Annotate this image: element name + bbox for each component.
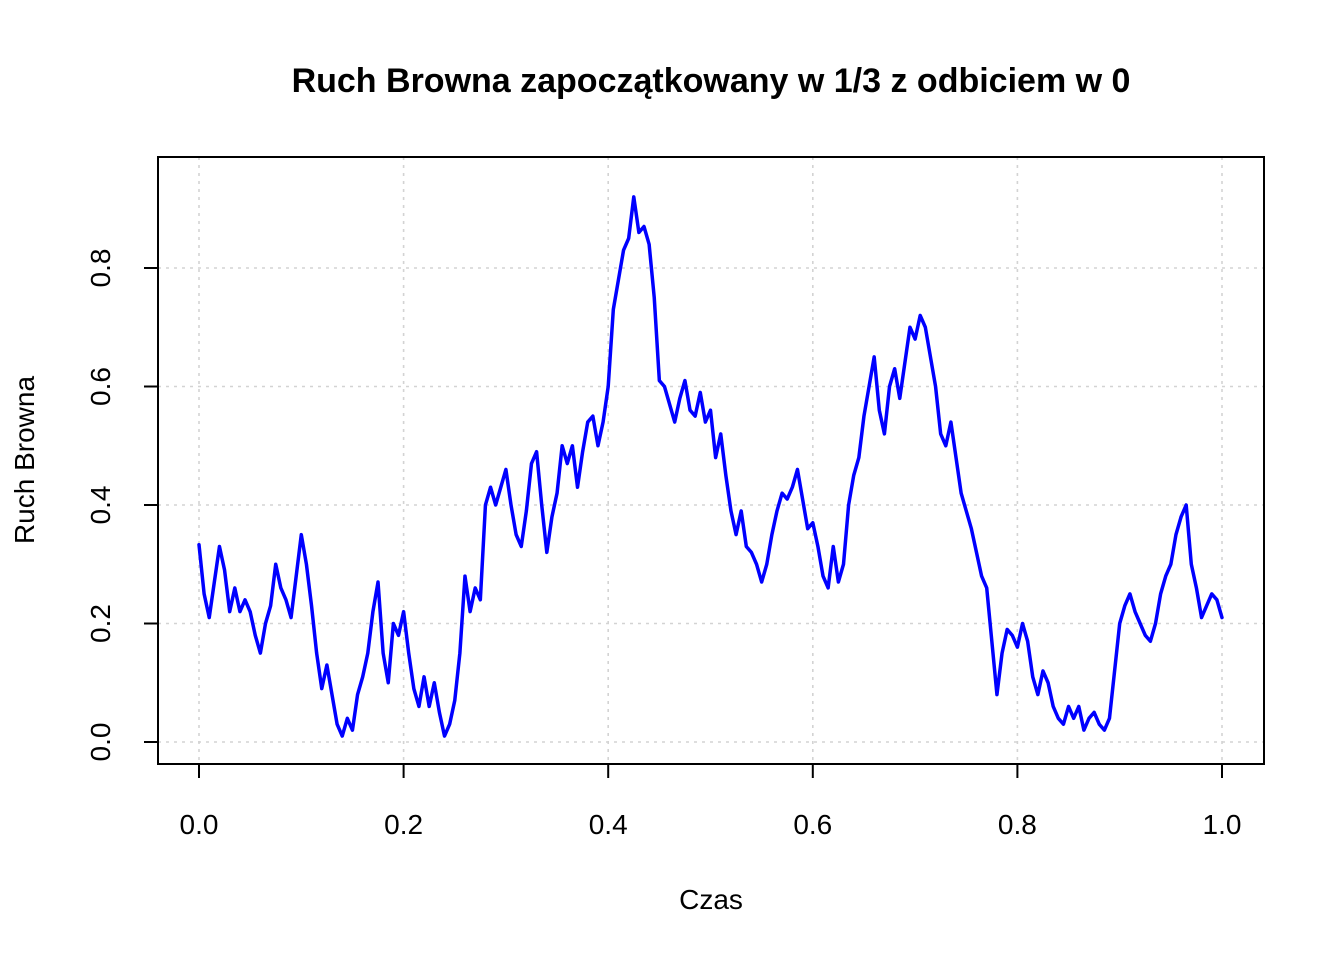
x-tick-label-3: 0.6 (793, 809, 832, 840)
x-tick-label-4: 0.8 (998, 809, 1037, 840)
x-tick-label-0: 0.0 (180, 809, 219, 840)
x-axis-label: Czas (679, 884, 743, 915)
y-axis-label: Ruch Browna (9, 376, 40, 545)
y-tick-label-1: 0.2 (85, 604, 116, 643)
chart-title: Ruch Browna zapoczątkowany w 1/3 z odbic… (292, 62, 1131, 100)
y-tick-label-2: 0.4 (85, 486, 116, 525)
x-tick-label-2: 0.4 (589, 809, 628, 840)
y-tick-label-0: 0.0 (85, 723, 116, 762)
series-line-0 (197, 195, 1224, 738)
y-tick-label-3: 0.6 (85, 367, 116, 406)
series-group (197, 195, 1224, 738)
x-axis: 0.0 0.2 0.4 0.6 0.8 1.0 (180, 763, 1242, 840)
y-tick-label-4: 0.8 (85, 249, 116, 288)
grid (158, 157, 1264, 764)
x-tick-label-5: 1.0 (1203, 809, 1242, 840)
y-axis: 0.0 0.2 0.4 0.6 0.8 (85, 249, 159, 762)
x-tick-label-1: 0.2 (384, 809, 423, 840)
